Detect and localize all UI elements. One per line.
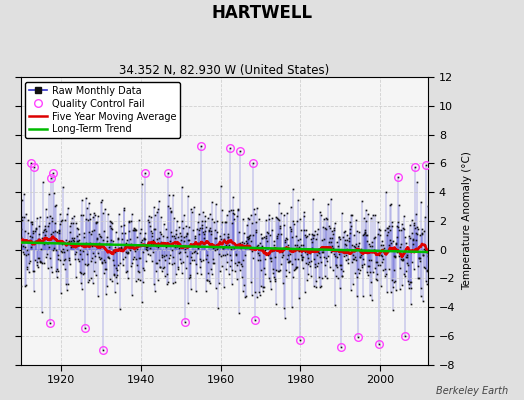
Y-axis label: Temperature Anomaly (°C): Temperature Anomaly (°C) bbox=[462, 151, 472, 290]
Title: 34.352 N, 82.930 W (United States): 34.352 N, 82.930 W (United States) bbox=[119, 64, 330, 77]
Text: Berkeley Earth: Berkeley Earth bbox=[436, 386, 508, 396]
Legend: Raw Monthly Data, Quality Control Fail, Five Year Moving Average, Long-Term Tren: Raw Monthly Data, Quality Control Fail, … bbox=[26, 82, 180, 138]
Text: HARTWELL: HARTWELL bbox=[212, 4, 312, 22]
